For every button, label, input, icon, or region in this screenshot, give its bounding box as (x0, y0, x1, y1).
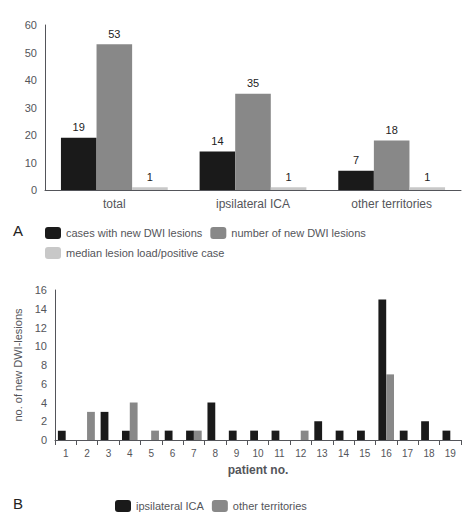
svg-text:2: 2 (84, 448, 90, 459)
svg-text:no. of new DWI-lesions: no. of new DWI-lesions (12, 308, 24, 422)
svg-text:7: 7 (353, 154, 359, 166)
svg-text:other territories: other territories (233, 500, 307, 512)
svg-text:20: 20 (25, 129, 37, 141)
svg-text:1: 1 (424, 171, 430, 183)
svg-text:0: 0 (41, 434, 47, 446)
svg-text:7: 7 (191, 448, 197, 459)
svg-text:10: 10 (252, 448, 264, 459)
svg-text:14: 14 (338, 448, 350, 459)
svg-text:8: 8 (41, 359, 47, 371)
svg-text:ipsilateral ICA: ipsilateral ICA (136, 500, 205, 512)
svg-text:60: 60 (25, 19, 37, 31)
svg-text:18: 18 (423, 448, 435, 459)
svg-text:6: 6 (41, 378, 47, 390)
svg-text:14: 14 (35, 303, 47, 315)
svg-text:50: 50 (25, 47, 37, 59)
svg-text:number of new DWI lesions: number of new DWI lesions (231, 227, 366, 239)
svg-text:12: 12 (35, 322, 47, 334)
svg-text:10: 10 (35, 340, 47, 352)
svg-text:1: 1 (286, 171, 292, 183)
svg-text:cases with new DWI lesions: cases with new DWI lesions (66, 227, 203, 239)
svg-text:14: 14 (211, 135, 223, 147)
svg-text:10: 10 (25, 157, 37, 169)
svg-text:30: 30 (25, 102, 37, 114)
svg-text:16: 16 (381, 448, 393, 459)
svg-text:patient no.: patient no. (228, 463, 289, 477)
svg-text:6: 6 (170, 448, 176, 459)
svg-text:40: 40 (25, 74, 37, 86)
svg-text:11: 11 (274, 448, 285, 459)
svg-text:median lesion load/positive ca: median lesion load/positive case (66, 247, 224, 259)
svg-text:1: 1 (63, 448, 69, 459)
svg-text:35: 35 (247, 77, 259, 89)
svg-text:4: 4 (127, 448, 133, 459)
svg-text:16: 16 (35, 284, 47, 296)
svg-text:other territories: other territories (351, 197, 432, 211)
svg-text:8: 8 (212, 448, 218, 459)
svg-text:12: 12 (295, 448, 307, 459)
svg-text:9: 9 (234, 448, 240, 459)
svg-text:13: 13 (317, 448, 329, 459)
svg-text:total: total (103, 197, 126, 211)
svg-text:3: 3 (106, 448, 112, 459)
svg-text:18: 18 (386, 124, 398, 136)
svg-text:53: 53 (108, 28, 120, 40)
svg-text:4: 4 (41, 397, 47, 409)
svg-text:B: B (13, 495, 23, 512)
svg-text:17: 17 (402, 448, 414, 459)
svg-text:19: 19 (445, 448, 457, 459)
svg-text:5: 5 (148, 448, 154, 459)
svg-text:15: 15 (359, 448, 371, 459)
svg-text:19: 19 (73, 121, 85, 133)
svg-text:ipsilateral ICA: ipsilateral ICA (216, 197, 290, 211)
svg-text:A: A (13, 222, 23, 239)
svg-text:1: 1 (147, 171, 153, 183)
svg-text:0: 0 (31, 184, 37, 196)
svg-text:2: 2 (41, 415, 47, 427)
